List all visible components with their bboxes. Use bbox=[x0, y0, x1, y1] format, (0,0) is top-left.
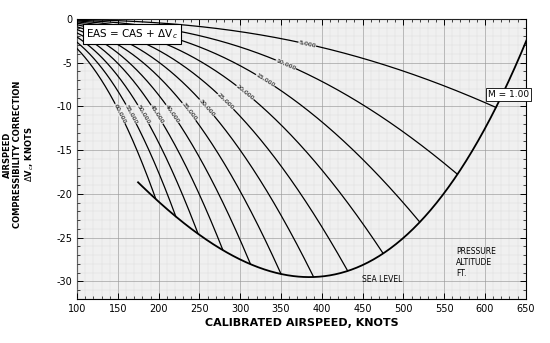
Text: 25,000: 25,000 bbox=[216, 92, 235, 111]
Text: 5,000: 5,000 bbox=[298, 40, 316, 48]
Text: 50,000: 50,000 bbox=[136, 104, 151, 125]
Text: AIRSPEED
COMPRESSIBILITY CORRECTION
$\Delta$V$_c$, KNOTS: AIRSPEED COMPRESSIBILITY CORRECTION $\De… bbox=[3, 81, 36, 228]
Text: 15,000: 15,000 bbox=[255, 73, 276, 88]
Text: PRESSURE
ALTITUDE
FT.: PRESSURE ALTITUDE FT. bbox=[456, 247, 496, 279]
Text: 45,000: 45,000 bbox=[149, 104, 165, 125]
Text: 35,000: 35,000 bbox=[180, 102, 197, 121]
Text: M = 1.00: M = 1.00 bbox=[488, 90, 529, 99]
Text: EAS = CAS + $\Delta$V$_c$: EAS = CAS + $\Delta$V$_c$ bbox=[86, 27, 178, 41]
X-axis label: CALIBRATED AIRSPEED, KNOTS: CALIBRATED AIRSPEED, KNOTS bbox=[205, 318, 398, 328]
Text: 30,000: 30,000 bbox=[198, 98, 216, 117]
Text: 40,000: 40,000 bbox=[164, 103, 180, 124]
Text: SEA LEVEL: SEA LEVEL bbox=[362, 275, 403, 284]
Text: 60,000: 60,000 bbox=[113, 103, 127, 124]
Text: 10,000: 10,000 bbox=[275, 58, 296, 71]
Text: 20,000: 20,000 bbox=[235, 84, 255, 101]
Text: 55,000: 55,000 bbox=[124, 104, 139, 125]
